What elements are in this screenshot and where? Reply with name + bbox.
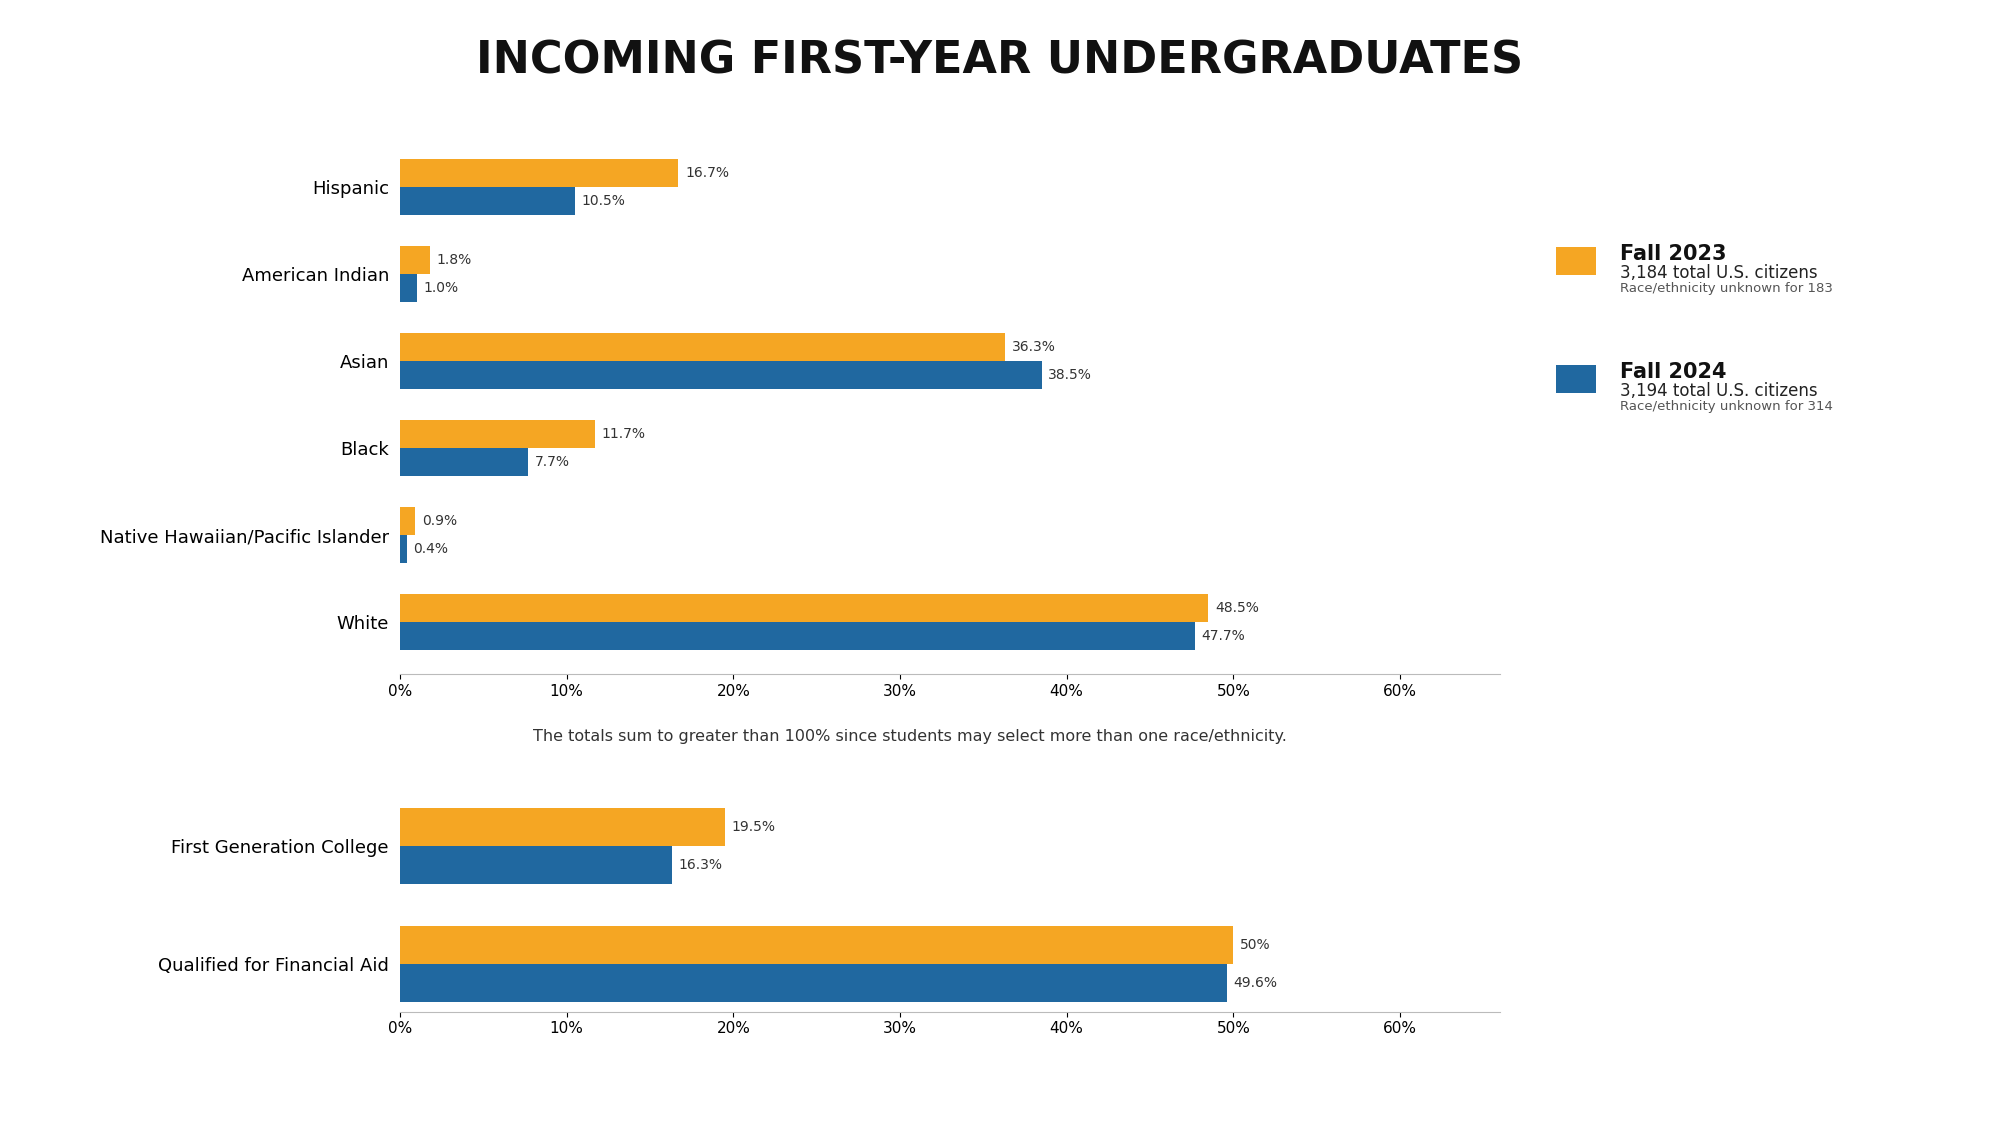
Text: 49.6%: 49.6% xyxy=(1234,976,1278,990)
Bar xyxy=(400,420,596,448)
Text: Race/ethnicity unknown for 183: Race/ethnicity unknown for 183 xyxy=(1620,282,1832,296)
Text: 16.7%: 16.7% xyxy=(684,166,728,180)
Text: Fall 2023: Fall 2023 xyxy=(1620,244,1726,264)
Text: 11.7%: 11.7% xyxy=(602,427,646,442)
Bar xyxy=(400,845,672,883)
Text: 7.7%: 7.7% xyxy=(536,455,570,469)
Bar xyxy=(400,361,1042,389)
Bar xyxy=(400,535,406,563)
Bar xyxy=(400,188,576,215)
Bar xyxy=(400,507,416,535)
Text: 0.4%: 0.4% xyxy=(414,542,448,556)
Text: The totals sum to greater than 100% since students may select more than one race: The totals sum to greater than 100% sinc… xyxy=(534,728,1286,744)
Text: 1.8%: 1.8% xyxy=(436,253,472,268)
Bar xyxy=(400,274,416,302)
Text: 36.3%: 36.3% xyxy=(1012,341,1056,354)
Bar xyxy=(400,808,724,845)
Bar xyxy=(400,926,1234,964)
Text: INCOMING FIRST-YEAR UNDERGRADUATES: INCOMING FIRST-YEAR UNDERGRADUATES xyxy=(476,39,1524,82)
Text: 48.5%: 48.5% xyxy=(1216,601,1258,615)
Text: 16.3%: 16.3% xyxy=(678,858,722,871)
Text: Race/ethnicity unknown for 314: Race/ethnicity unknown for 314 xyxy=(1620,400,1832,414)
Text: 1.0%: 1.0% xyxy=(424,281,458,296)
Bar xyxy=(400,334,1006,361)
Text: 3,194 total U.S. citizens: 3,194 total U.S. citizens xyxy=(1620,382,1818,400)
Bar xyxy=(400,246,430,274)
Text: 10.5%: 10.5% xyxy=(582,194,626,208)
Bar xyxy=(400,964,1226,1001)
Text: 0.9%: 0.9% xyxy=(422,514,456,528)
Bar xyxy=(400,160,678,188)
Text: Fall 2024: Fall 2024 xyxy=(1620,362,1726,382)
Bar xyxy=(400,595,1208,622)
Text: 47.7%: 47.7% xyxy=(1202,629,1246,643)
Text: 50%: 50% xyxy=(1240,939,1270,952)
Text: 38.5%: 38.5% xyxy=(1048,368,1092,382)
Bar xyxy=(400,448,528,475)
Text: 19.5%: 19.5% xyxy=(732,819,776,834)
Bar xyxy=(400,622,1196,650)
Text: 3,184 total U.S. citizens: 3,184 total U.S. citizens xyxy=(1620,264,1818,282)
